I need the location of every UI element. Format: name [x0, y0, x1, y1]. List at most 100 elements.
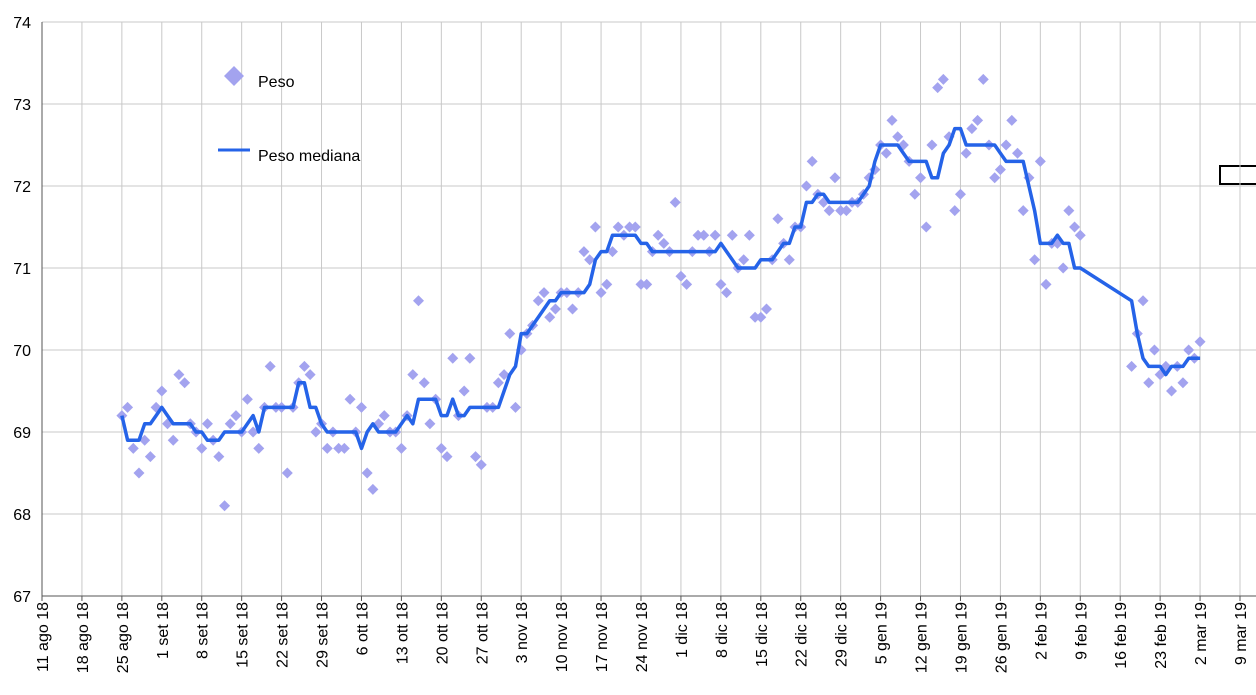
scatter-point: [133, 467, 145, 479]
y-tick-label: 67: [13, 589, 31, 606]
scatter-point: [1177, 377, 1189, 389]
x-tick-label: 20 ott 18: [434, 602, 451, 664]
x-tick-label: 1 dic 18: [674, 602, 691, 658]
scatter-point: [1126, 360, 1138, 372]
scatter-point: [298, 360, 310, 372]
legend-label: Peso mediana: [258, 148, 360, 165]
scatter-point: [772, 213, 784, 225]
scatter-point: [692, 229, 704, 241]
scatter-point: [167, 434, 179, 446]
scatter-point: [213, 451, 225, 463]
scatter-point: [201, 418, 213, 430]
scatter-point: [127, 442, 139, 454]
scatter-point: [721, 287, 733, 299]
scatter-point: [544, 311, 556, 323]
x-tick-label: 15 dic 18: [754, 602, 771, 667]
scatter-point: [310, 426, 322, 438]
scatter-point: [418, 377, 430, 389]
scatter-point: [972, 114, 984, 126]
scatter-point: [880, 147, 892, 159]
x-tick-label: 29 dic 18: [834, 602, 851, 667]
scatter-point: [960, 147, 972, 159]
scatter-point: [761, 303, 773, 315]
scatter-point: [567, 303, 579, 315]
scatter-point: [681, 278, 693, 290]
x-tick-label: 25 ago 18: [115, 602, 132, 673]
scatter-point: [909, 188, 921, 200]
scatter-point: [1148, 344, 1160, 356]
scatter-point: [395, 442, 407, 454]
scatter-point: [932, 82, 944, 94]
scatter-point: [247, 426, 259, 438]
scatter-point: [1069, 221, 1081, 233]
scatter-point: [407, 369, 419, 381]
x-tick-label: 10 nov 18: [554, 602, 571, 672]
scatter-point: [937, 73, 949, 85]
scatter-point: [509, 401, 521, 413]
scatter-point: [173, 369, 185, 381]
scatter-point: [584, 254, 596, 266]
scatter-point: [1143, 377, 1155, 389]
scatter-point: [424, 418, 436, 430]
x-tick-label: 15 set 18: [235, 602, 252, 668]
scatter-point: [413, 295, 425, 307]
scatter-point: [709, 229, 721, 241]
x-tick-label: 24 nov 18: [634, 602, 651, 672]
x-tick-label: 2 feb 19: [1033, 602, 1050, 660]
scatter-point: [926, 139, 938, 151]
x-tick-label: 13 ott 18: [394, 602, 411, 664]
scatter-point: [658, 237, 670, 249]
scatter-point: [624, 221, 636, 233]
scatter-point: [338, 442, 350, 454]
scatter-point: [1017, 205, 1029, 217]
scatter-point: [635, 278, 647, 290]
scatter-point: [435, 442, 447, 454]
x-tick-label: 23 feb 19: [1153, 602, 1170, 669]
x-tick-label: 27 ott 18: [474, 602, 491, 664]
scatter-point: [1006, 114, 1018, 126]
scatter-point: [1034, 155, 1046, 167]
scatter-point: [1040, 278, 1052, 290]
scatter-point: [726, 229, 738, 241]
scatter-point: [196, 442, 208, 454]
scatter-point: [1029, 254, 1041, 266]
scatter-point: [475, 459, 487, 471]
scatter-point: [1183, 344, 1195, 356]
scatter-point: [1166, 385, 1178, 397]
x-tick-label: 22 dic 18: [794, 602, 811, 667]
scatter-point: [823, 205, 835, 217]
x-tick-label: 9 mar 19: [1233, 602, 1250, 665]
scatter-point: [715, 278, 727, 290]
scatter-point: [589, 221, 601, 233]
legend-artifact: [1219, 165, 1256, 185]
scatter-point: [367, 483, 379, 495]
x-tick-label: 19 gen 19: [953, 602, 970, 673]
scatter-point: [1074, 229, 1086, 241]
scatter-point: [641, 278, 653, 290]
scatter-point: [977, 73, 989, 85]
y-tick-label: 74: [13, 15, 31, 32]
scatter-point: [1063, 205, 1075, 217]
scatter-point: [743, 229, 755, 241]
scatter-point: [333, 442, 345, 454]
scatter-point: [361, 467, 373, 479]
scatter-point: [994, 164, 1006, 176]
scatter-point: [241, 393, 253, 405]
x-tick-label: 8 set 18: [195, 602, 212, 659]
x-tick-label: 12 gen 19: [914, 602, 931, 673]
x-tick-label: 5 gen 19: [874, 602, 891, 664]
scatter-point: [458, 385, 470, 397]
scatter-point: [840, 205, 852, 217]
scatter-point: [464, 352, 476, 364]
x-tick-label: 6 ott 18: [354, 602, 371, 655]
scatter-point: [675, 270, 687, 282]
scatter-point: [224, 418, 236, 430]
y-tick-label: 70: [13, 343, 31, 360]
x-tick-label: 22 set 18: [275, 602, 292, 668]
scatter-point: [230, 410, 242, 422]
scatter-point: [915, 172, 927, 184]
scatter-point: [264, 360, 276, 372]
y-tick-label: 69: [13, 425, 31, 442]
legend-label: Peso: [258, 74, 295, 91]
